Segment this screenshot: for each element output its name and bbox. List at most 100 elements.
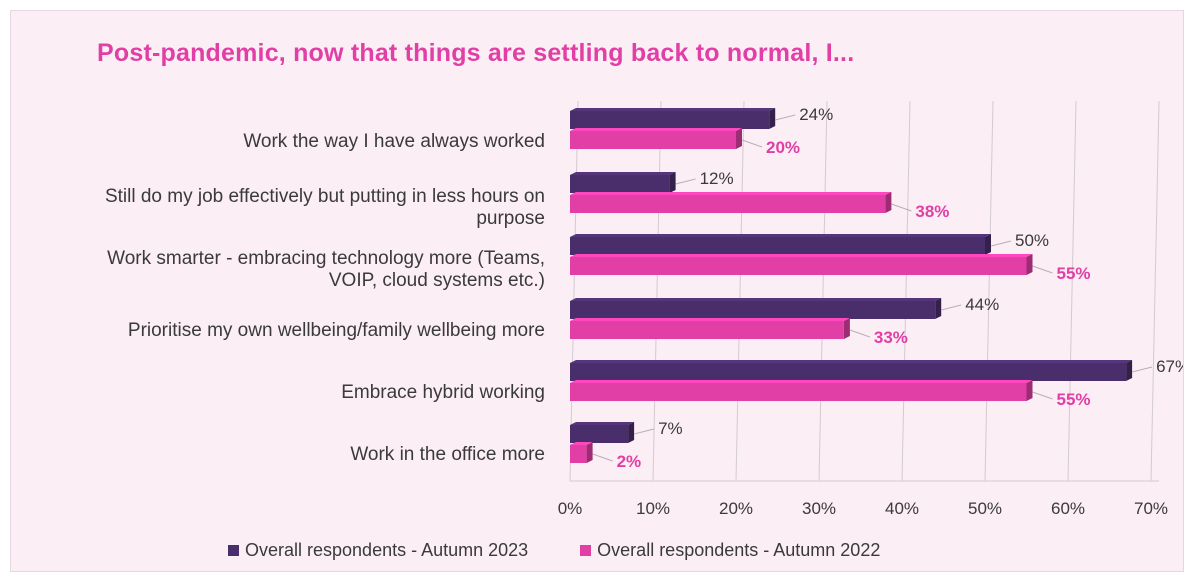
x-tick-label: 60%: [1051, 499, 1085, 518]
category-label-line: Prioritise my own wellbeing/family wellb…: [127, 320, 545, 341]
category-label: Work in the office more: [5, 444, 545, 466]
data-label: 67%: [1156, 357, 1183, 376]
gridline: [1150, 100, 1160, 482]
bar-end-face: [586, 442, 593, 463]
x-tick-label: 40%: [885, 499, 919, 518]
legend: Overall respondents - Autumn 2023 Overal…: [228, 540, 880, 561]
legend-swatch-2023: [228, 545, 239, 556]
category-label-line: VOIP, cloud systems etc.): [328, 270, 545, 291]
bar-top-face: [570, 172, 676, 175]
gridline: [569, 100, 579, 482]
data-label: 50%: [1015, 231, 1049, 250]
bar-end-face: [935, 298, 942, 319]
category-label-line: purpose: [476, 208, 545, 229]
category-label: Prioritise my own wellbeing/family wellb…: [5, 320, 545, 342]
x-tick-label: 50%: [968, 499, 1002, 518]
category-label: Still do my job effectively but putting …: [5, 186, 545, 230]
bar: [570, 175, 670, 193]
x-tick-label: 30%: [802, 499, 836, 518]
bar-top-face: [570, 422, 635, 425]
category-label: Embrace hybrid working: [5, 382, 545, 404]
data-label: 12%: [700, 169, 734, 188]
x-tick-label: 20%: [719, 499, 753, 518]
bar-end-face: [1126, 360, 1133, 381]
legend-swatch-2022: [580, 545, 592, 556]
leader-line: [849, 329, 871, 338]
bar: [570, 321, 844, 339]
leader-line: [1032, 265, 1053, 274]
bar: [570, 237, 985, 255]
category-label-line: Work in the office more: [350, 444, 545, 465]
gridline: [1067, 100, 1077, 482]
data-label: 20%: [766, 138, 800, 157]
chart-title: Post-pandemic, now that things are settl…: [97, 39, 855, 67]
category-label: Work smarter - embracing technology more…: [5, 248, 545, 292]
gridline: [652, 100, 662, 482]
leader-line: [990, 240, 1012, 247]
bar-top-face: [570, 234, 991, 237]
bar-top-face: [570, 298, 942, 301]
bar-top-face: [570, 380, 1033, 383]
gridline: [901, 100, 911, 482]
bar-end-face: [885, 192, 892, 213]
data-label: 33%: [874, 328, 908, 347]
bar-end-face: [1026, 254, 1033, 275]
bar: [570, 111, 770, 129]
gridline: [818, 100, 828, 482]
legend-label-2023: Overall respondents - Autumn 2023: [245, 540, 529, 560]
category-label-line: Embrace hybrid working: [341, 382, 545, 403]
leader-line: [1032, 391, 1053, 400]
bar-top-face: [570, 360, 1133, 363]
leader-line: [741, 139, 763, 148]
bar-top-face: [570, 442, 593, 445]
data-label: 7%: [658, 419, 683, 438]
category-label: Work the way I have always worked: [5, 131, 545, 153]
data-label: 55%: [1057, 390, 1091, 409]
bar-top-face: [570, 128, 742, 131]
bar: [570, 383, 1027, 401]
chart-panel: Post-pandemic, now that things are settl…: [10, 10, 1184, 572]
bar: [570, 195, 886, 213]
category-label-line: Work smarter - embracing technology more…: [107, 248, 545, 269]
leader-line: [675, 178, 696, 185]
gridline: [735, 100, 745, 482]
bar-end-face: [843, 318, 850, 339]
x-tick-label: 70%: [1134, 499, 1168, 518]
bar-top-face: [570, 318, 850, 321]
bar: [570, 257, 1027, 275]
bar: [570, 301, 936, 319]
bar-end-face: [736, 128, 742, 149]
leader-line: [941, 304, 962, 311]
bar-top-face: [570, 192, 892, 195]
data-label: 38%: [915, 202, 949, 221]
legend-label-2022: Overall respondents - Autumn 2022: [597, 540, 881, 560]
bar-end-face: [985, 234, 991, 255]
x-tick-label: 10%: [636, 499, 670, 518]
leader-line: [891, 203, 912, 212]
data-label: 2%: [617, 452, 642, 471]
bar-top-face: [570, 108, 776, 111]
leader-line: [592, 453, 613, 462]
bar-end-face: [628, 422, 635, 443]
bar: [570, 131, 736, 149]
category-label-line: Still do my job effectively but putting …: [104, 186, 545, 207]
bar-top-face: [570, 254, 1033, 257]
data-label: 24%: [799, 105, 833, 124]
leader-line: [775, 114, 796, 121]
bar: [570, 363, 1127, 381]
data-label: 55%: [1057, 264, 1091, 283]
gridline: [984, 100, 994, 482]
legend-item-2023: Overall respondents - Autumn 2023: [228, 540, 528, 561]
legend-item-2022: Overall respondents - Autumn 2022: [580, 540, 880, 561]
category-label-line: Work the way I have always worked: [243, 131, 545, 152]
bar-end-face: [1026, 380, 1033, 401]
bar: [570, 425, 629, 443]
bar-chart: 0% 10% 20% 30% 40% 50% 60% 70% 24% 12% 50% 44% 67% 7%…: [558, 100, 1183, 518]
bar-end-face: [769, 108, 776, 129]
bar-end-face: [669, 172, 676, 193]
data-label: 44%: [965, 295, 999, 314]
leader-line: [1131, 366, 1153, 373]
leader-line: [633, 428, 655, 435]
x-tick-label: 0%: [558, 499, 583, 518]
bar: [570, 445, 587, 463]
